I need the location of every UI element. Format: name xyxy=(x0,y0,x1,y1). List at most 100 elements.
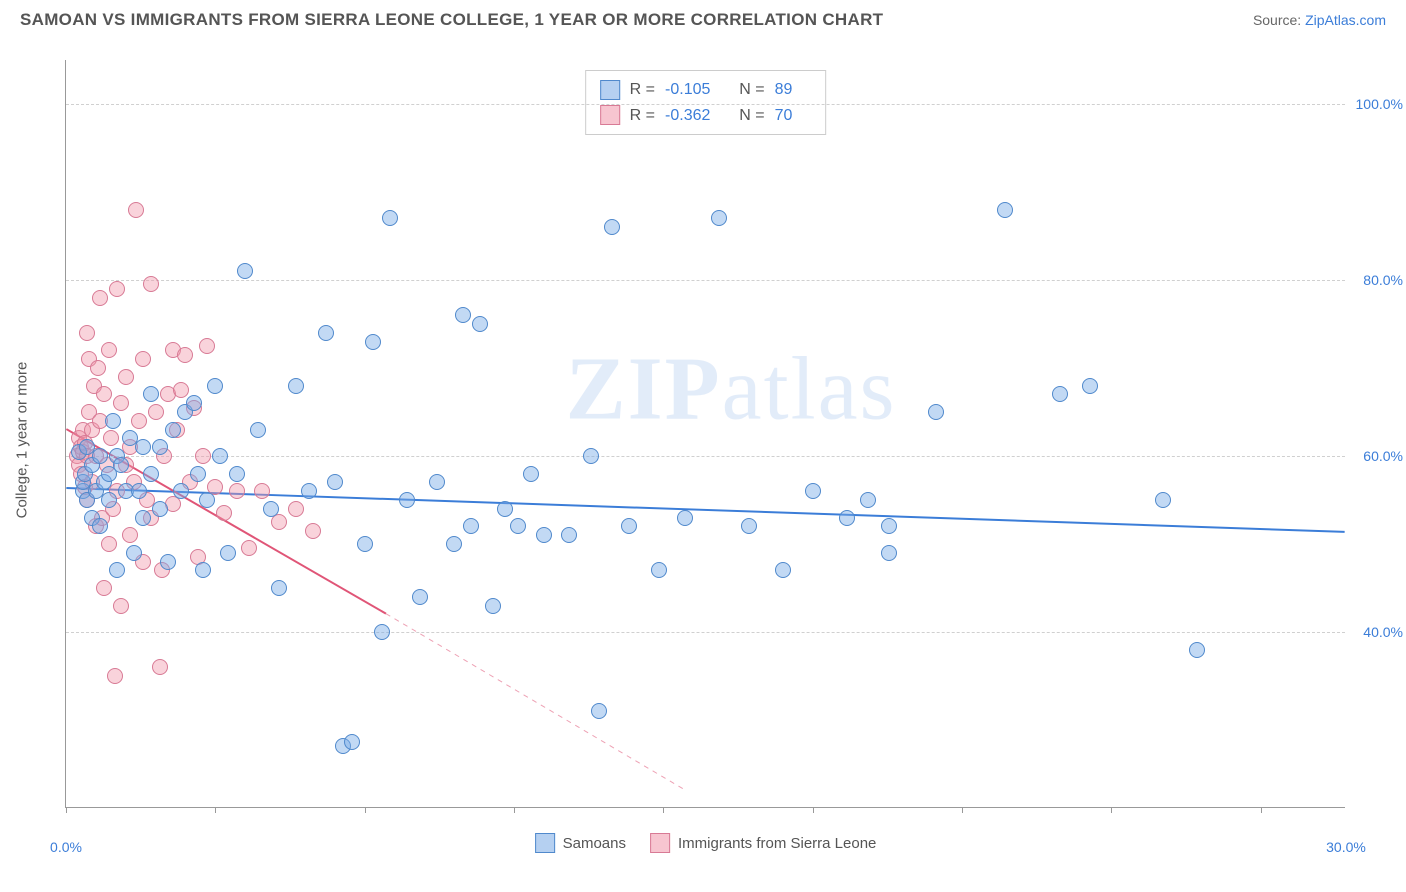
data-point xyxy=(263,501,279,517)
data-point xyxy=(126,545,142,561)
data-point xyxy=(143,466,159,482)
source-link[interactable]: ZipAtlas.com xyxy=(1305,12,1386,28)
data-point xyxy=(497,501,513,517)
gridline xyxy=(66,632,1345,633)
data-point xyxy=(429,474,445,490)
data-point xyxy=(101,492,117,508)
data-point xyxy=(1082,378,1098,394)
x-tick xyxy=(514,807,515,813)
x-tick xyxy=(1261,807,1262,813)
data-point xyxy=(651,562,667,578)
data-point xyxy=(446,536,462,552)
data-point xyxy=(741,518,757,534)
data-point xyxy=(195,448,211,464)
data-point xyxy=(173,483,189,499)
data-point xyxy=(107,668,123,684)
data-point xyxy=(113,395,129,411)
data-point xyxy=(485,598,501,614)
series-legend: Samoans Immigrants from Sierra Leone xyxy=(535,833,877,853)
data-point xyxy=(805,483,821,499)
data-point xyxy=(881,518,897,534)
data-point xyxy=(173,382,189,398)
data-point xyxy=(105,413,121,429)
data-point xyxy=(190,466,206,482)
data-point xyxy=(165,422,181,438)
legend-swatch xyxy=(535,833,555,853)
data-point xyxy=(561,527,577,543)
series-label: Immigrants from Sierra Leone xyxy=(678,835,876,852)
data-point xyxy=(318,325,334,341)
data-point xyxy=(510,518,526,534)
gridline xyxy=(66,104,1345,105)
y-tick-label: 60.0% xyxy=(1363,448,1403,464)
data-point xyxy=(775,562,791,578)
data-point xyxy=(241,540,257,556)
data-point xyxy=(195,562,211,578)
data-point xyxy=(288,378,304,394)
x-tick xyxy=(813,807,814,813)
legend-key: N = xyxy=(739,77,764,103)
data-point xyxy=(271,580,287,596)
data-point xyxy=(860,492,876,508)
data-point xyxy=(109,562,125,578)
data-point xyxy=(122,527,138,543)
data-point xyxy=(79,325,95,341)
watermark: ZIPatlas xyxy=(566,337,897,440)
data-point xyxy=(1052,386,1068,402)
chart-title: SAMOAN VS IMMIGRANTS FROM SIERRA LEONE C… xyxy=(20,10,883,30)
data-point xyxy=(199,492,215,508)
data-point xyxy=(839,510,855,526)
x-tick xyxy=(1111,807,1112,813)
x-tick xyxy=(215,807,216,813)
series-label: Samoans xyxy=(563,835,626,852)
data-point xyxy=(135,351,151,367)
data-point xyxy=(621,518,637,534)
data-point xyxy=(382,210,398,226)
data-point xyxy=(301,483,317,499)
y-tick-label: 80.0% xyxy=(1363,272,1403,288)
data-point xyxy=(177,347,193,363)
legend-swatch xyxy=(600,80,620,100)
legend-swatch xyxy=(650,833,670,853)
data-point xyxy=(536,527,552,543)
gridline xyxy=(66,456,1345,457)
plot-area: ZIPatlas R =-0.105 N =89 R =-0.362 N =70… xyxy=(65,60,1345,808)
data-point xyxy=(131,413,147,429)
data-point xyxy=(997,202,1013,218)
data-point xyxy=(135,439,151,455)
data-point xyxy=(152,439,168,455)
data-point xyxy=(463,518,479,534)
data-point xyxy=(216,505,232,521)
data-point xyxy=(711,210,727,226)
data-point xyxy=(928,404,944,420)
data-point xyxy=(96,386,112,402)
data-point xyxy=(374,624,390,640)
data-point xyxy=(305,523,321,539)
source-label: Source: xyxy=(1253,12,1301,28)
data-point xyxy=(344,734,360,750)
data-point xyxy=(199,338,215,354)
data-point xyxy=(677,510,693,526)
data-point xyxy=(128,202,144,218)
x-tick xyxy=(365,807,366,813)
data-point xyxy=(399,492,415,508)
data-point xyxy=(472,316,488,332)
data-point xyxy=(357,536,373,552)
x-tick xyxy=(962,807,963,813)
y-axis-label: College, 1 year or more xyxy=(14,362,31,519)
data-point xyxy=(186,395,202,411)
source-attribution: Source: ZipAtlas.com xyxy=(1253,12,1386,28)
legend-value: -0.362 xyxy=(665,103,710,129)
data-point xyxy=(604,219,620,235)
data-point xyxy=(148,404,164,420)
series-legend-item: Immigrants from Sierra Leone xyxy=(650,833,876,853)
data-point xyxy=(90,360,106,376)
correlation-legend: R =-0.105 N =89 R =-0.362 N =70 xyxy=(585,70,827,135)
data-point xyxy=(327,474,343,490)
legend-value: 89 xyxy=(775,77,793,103)
data-point xyxy=(288,501,304,517)
data-point xyxy=(237,263,253,279)
data-point xyxy=(101,342,117,358)
legend-swatch xyxy=(600,105,620,125)
data-point xyxy=(92,448,108,464)
